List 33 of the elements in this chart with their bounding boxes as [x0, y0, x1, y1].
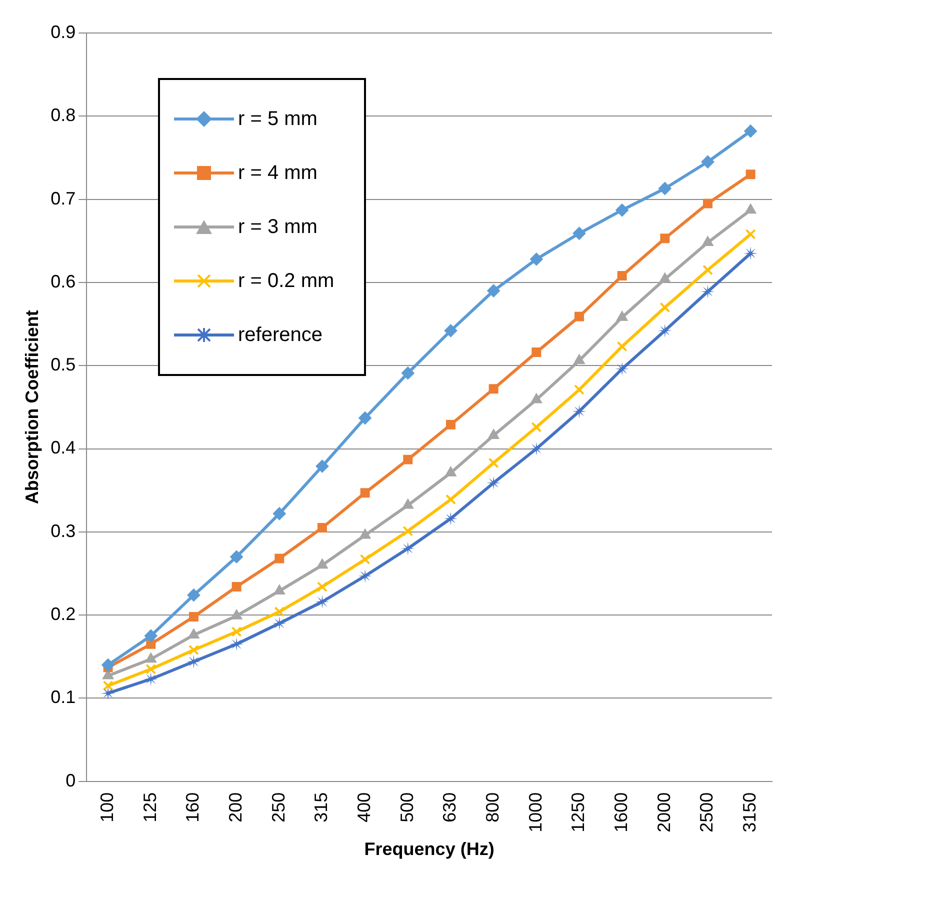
legend-label: reference [238, 324, 322, 346]
y-tick-label: 0.8 [50, 105, 76, 126]
x-tick-label: 1250 [568, 792, 588, 832]
y-tick-label: 0.9 [50, 22, 76, 42]
y-tick-label: 0.6 [50, 271, 76, 292]
legend-label: r = 0.2 mm [238, 270, 334, 292]
x-tick-label: 630 [440, 792, 460, 822]
x-tick-label: 2500 [696, 792, 717, 832]
x-tick-label: 2000 [654, 792, 674, 832]
x-tick-label: 315 [311, 792, 332, 822]
x-tick-label: 100 [97, 792, 118, 822]
x-tick-label: 1000 [525, 792, 546, 832]
y-tick-label: 0.3 [50, 520, 76, 541]
x-tick-label: 160 [182, 792, 203, 822]
x-axis-title: Frequency (Hz) [364, 839, 494, 860]
legend-label: r = 4 mm [238, 162, 318, 184]
x-tick-label: 200 [226, 792, 246, 822]
x-tick-label: 250 [268, 792, 288, 822]
x-tick-label: 125 [140, 792, 160, 822]
legend-label: r = 5 mm [238, 108, 318, 130]
y-tick-label: 0.1 [50, 687, 76, 708]
y-tick-label: 0 [66, 770, 76, 790]
y-axis-title: Absorption Coefficient [22, 310, 42, 504]
x-tick-label: 800 [482, 792, 503, 822]
legend-label: r = 3 mm [238, 216, 318, 238]
y-tick-label: 0.5 [50, 354, 76, 375]
x-tick-label: 3150 [740, 792, 760, 832]
x-tick-label: 400 [354, 792, 374, 822]
y-tick-label: 0.2 [50, 604, 76, 624]
x-tick-label: 1600 [611, 792, 632, 832]
y-tick-label: 0.7 [50, 188, 76, 208]
y-tick-label: 0.4 [50, 438, 76, 458]
x-tick-label: 500 [396, 792, 417, 822]
